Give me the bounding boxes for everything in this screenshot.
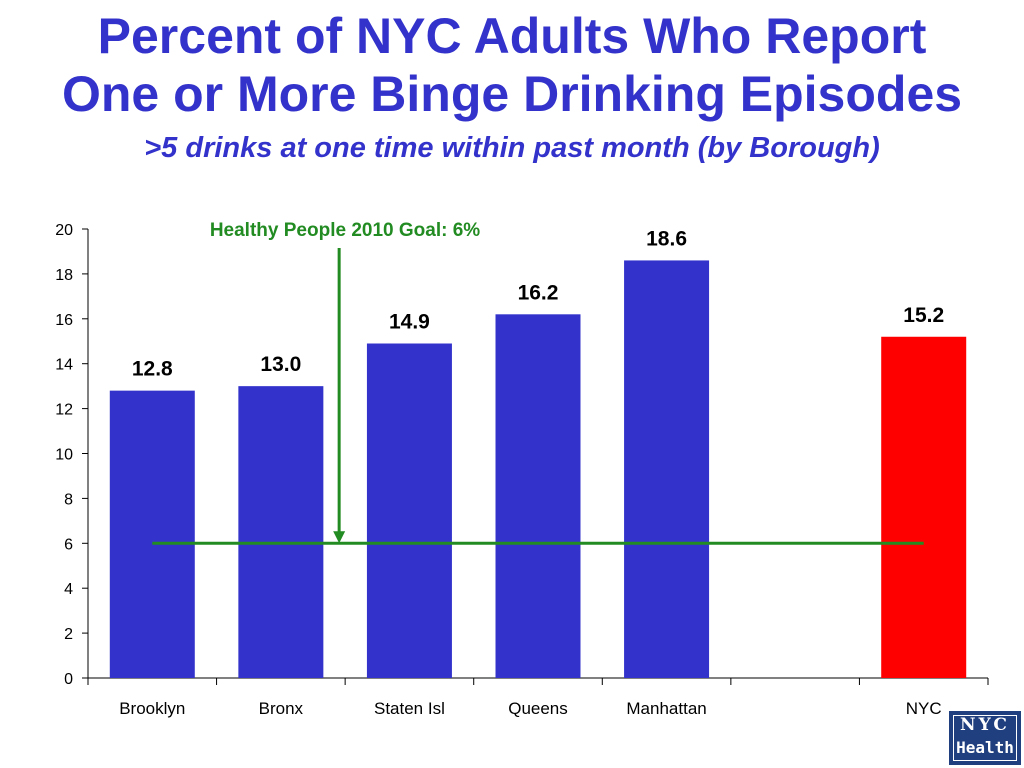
y-tick-label: 10 bbox=[55, 447, 73, 464]
y-tick-label: 12 bbox=[55, 402, 73, 419]
data-label: 15.2 bbox=[903, 304, 944, 327]
y-tick-label: 20 bbox=[55, 222, 73, 239]
y-tick-label: 4 bbox=[64, 581, 73, 598]
data-label: 16.2 bbox=[518, 281, 559, 304]
y-tick-label: 14 bbox=[55, 357, 73, 374]
y-tick-label: 16 bbox=[55, 312, 73, 329]
x-tick-label: Bronx bbox=[259, 699, 304, 718]
chart-title-line2: One or More Binge Drinking Episodes bbox=[61, 66, 963, 122]
x-tick-label: NYC bbox=[906, 699, 942, 718]
logo-line2: Health bbox=[956, 738, 1014, 757]
data-label: 18.6 bbox=[646, 227, 687, 250]
x-tick-label: Brooklyn bbox=[119, 699, 185, 718]
goal-annotation: Healthy People 2010 Goal: 6% bbox=[152, 220, 924, 545]
x-tick-label: Staten Isl bbox=[374, 699, 445, 718]
bar-bronx bbox=[238, 386, 324, 678]
y-tick-label: 2 bbox=[64, 626, 73, 643]
chart-axes: 0 2 4 6 8 10 12 14 16 18 20 bbox=[55, 222, 989, 688]
goal-label: Healthy People 2010 Goal: 6% bbox=[210, 220, 480, 241]
chart-title-line1: Percent of NYC Adults Who Report bbox=[97, 8, 927, 64]
goal-arrow-head bbox=[333, 531, 346, 544]
logo-line1: NYC bbox=[960, 715, 1010, 735]
chart-labels: Brooklyn 12.8 Bronx 13.0 Staten Isl 14.9 Queen… bbox=[119, 227, 944, 718]
chart-bars bbox=[109, 260, 967, 678]
bar-queens bbox=[495, 314, 581, 678]
nyc-health-logo: NYC Health bbox=[949, 711, 1021, 765]
y-tick-label: 18 bbox=[55, 267, 73, 284]
bar-nyc bbox=[881, 336, 967, 678]
data-label: 13.0 bbox=[260, 353, 301, 376]
bar-brooklyn bbox=[109, 390, 195, 678]
x-tick-label: Manhattan bbox=[626, 699, 706, 718]
x-tick-label: Queens bbox=[508, 699, 568, 718]
y-tick-label: 0 bbox=[64, 671, 73, 688]
y-tick-label: 8 bbox=[64, 491, 73, 508]
y-tick-label: 6 bbox=[64, 536, 73, 553]
data-label: 14.9 bbox=[389, 310, 430, 333]
bar-manhattan bbox=[624, 260, 710, 678]
data-label: 12.8 bbox=[132, 358, 173, 381]
bar-staten-isl bbox=[366, 343, 452, 678]
chart-subtitle: >5 drinks at one time within past month … bbox=[144, 132, 880, 164]
